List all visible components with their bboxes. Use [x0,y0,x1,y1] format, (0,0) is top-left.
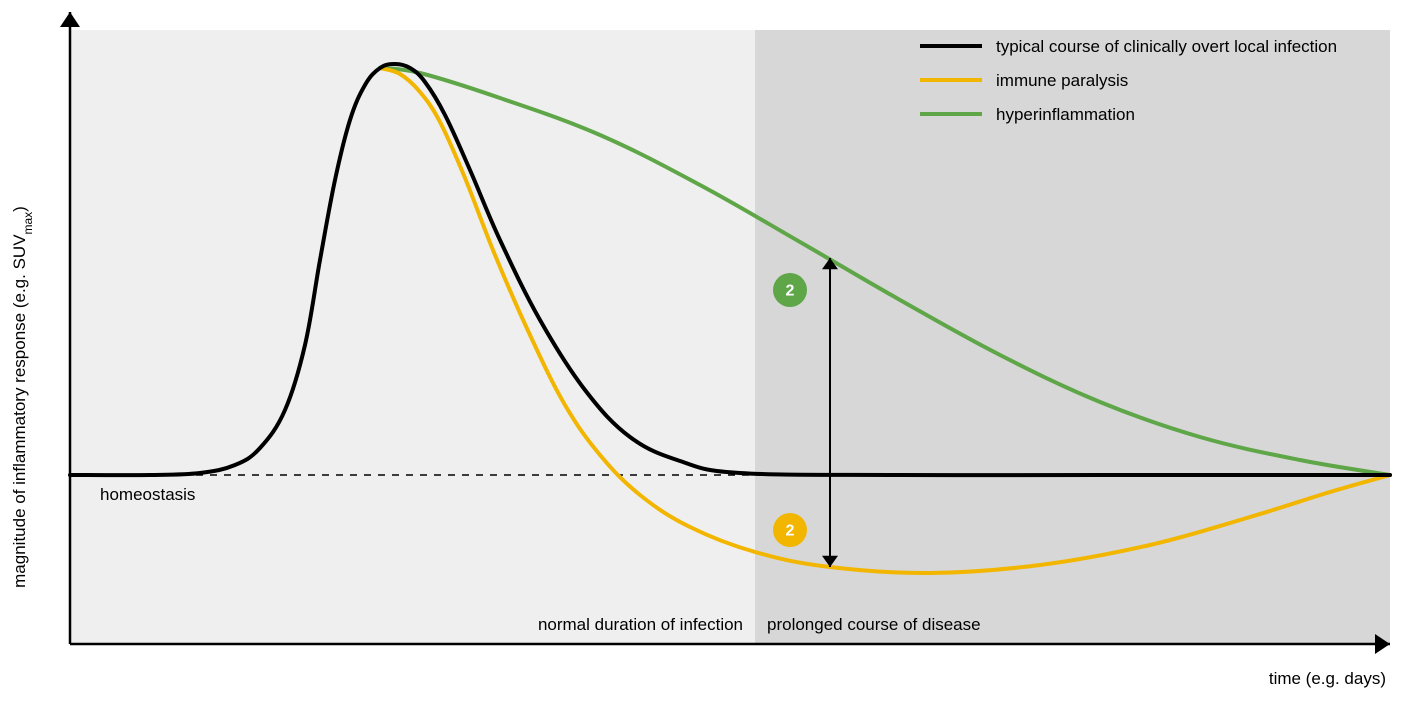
y-axis-label: magnitude of inflammatory response (e.g.… [10,206,35,588]
legend-label: immune paralysis [996,71,1128,90]
svg-text:magnitude of inflammatory resp: magnitude of inflammatory response (e.g.… [10,206,35,588]
badge-yellow: 2 [773,513,807,547]
legend-label: typical course of clinically overt local… [996,37,1337,56]
x-axis-label: time (e.g. days) [1269,669,1386,688]
chart-svg: 2 2 normal duration of infection prolonged … [0,0,1416,711]
legend-label: hyperinflammation [996,105,1135,124]
svg-text:2: 2 [786,283,795,300]
homeostasis-label: homeostasis [100,485,195,504]
badge-green: 2 [773,273,807,307]
figure-container: 2 2 normal duration of infection prolonged … [0,0,1416,711]
region-label-normal: normal duration of infection [538,615,743,634]
region-label-prolonged: prolonged course of disease [767,615,981,634]
y-axis-arrow-icon [60,12,80,27]
region-normal-duration [70,30,755,644]
svg-text:2: 2 [786,523,795,540]
